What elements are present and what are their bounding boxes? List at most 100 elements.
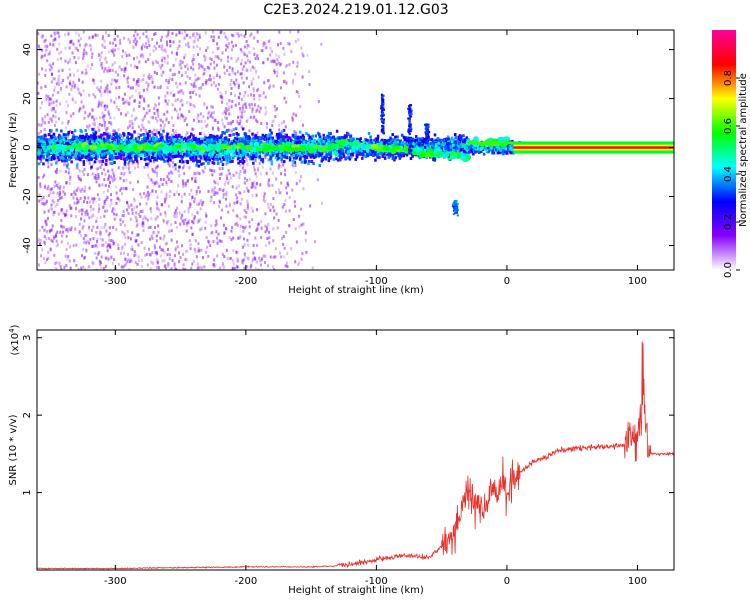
spectrogram-cell xyxy=(252,165,255,169)
spectrogram-cell xyxy=(240,112,243,116)
spectrogram-cell xyxy=(107,33,110,37)
spectrogram-cell xyxy=(44,121,47,125)
spectrogram-cell xyxy=(190,226,193,230)
spectrogram-cell xyxy=(130,114,133,118)
spectrogram-cell xyxy=(232,34,235,38)
spectrogram-cell xyxy=(217,232,220,236)
spectrogram-cell xyxy=(217,182,220,186)
spectrogram-cell xyxy=(259,259,262,263)
spectrogram-cell xyxy=(241,67,244,71)
spectrogram-cell xyxy=(227,172,230,176)
spectrogram-cell xyxy=(285,230,288,234)
spectrogram-cell xyxy=(64,170,67,174)
spectrogram-cell xyxy=(136,262,139,266)
spectrogram-cell xyxy=(126,77,129,81)
spectrogram-cell xyxy=(203,102,206,106)
spectrogram-cell xyxy=(312,162,315,166)
spectrogram-cell xyxy=(157,224,160,228)
spectrogram-cell xyxy=(220,134,223,138)
spectrogram-cell xyxy=(156,174,159,178)
spectrogram-cell xyxy=(155,158,158,162)
spectrogram-cell xyxy=(43,138,46,142)
spectrogram-cell xyxy=(46,59,49,63)
spectrogram-cell xyxy=(194,172,197,176)
spectrogram-cell xyxy=(136,80,139,84)
spectrogram-cell xyxy=(206,123,209,127)
spectrogram-cell xyxy=(135,233,138,237)
spectrogram-cell xyxy=(302,222,305,226)
spectrogram-cell xyxy=(128,124,131,128)
spectrogram-cell xyxy=(51,199,54,203)
spectrogram-cell xyxy=(260,226,263,230)
spectrogram-cell xyxy=(232,70,235,74)
spectrogram-cell xyxy=(97,210,100,214)
spectrogram-cell xyxy=(297,91,300,95)
spectrogram-cell xyxy=(189,202,192,206)
spectrogram-cell xyxy=(91,52,94,56)
spectrogram-cell xyxy=(368,152,371,156)
spectrogram-cell xyxy=(232,156,235,160)
spectrogram-cell xyxy=(134,253,137,257)
spectrogram-cell xyxy=(265,228,268,232)
spectrogram-cell xyxy=(248,60,251,64)
spectrogram-cell xyxy=(198,94,201,98)
spectrogram-cell xyxy=(451,146,455,150)
spectrogram-cell xyxy=(108,204,111,208)
spectrogram-cell xyxy=(222,267,225,270)
spectrogram-cell xyxy=(37,238,40,242)
spectrogram-cell xyxy=(111,78,114,82)
spectrogram-cell xyxy=(39,131,42,135)
spectrogram-cell xyxy=(52,43,55,47)
spectrogram-cell xyxy=(252,94,255,98)
spectrogram-cell xyxy=(192,103,195,107)
spectrogram-cell xyxy=(99,101,102,105)
spectrogram-cell xyxy=(195,85,198,89)
spectrogram-cell xyxy=(123,263,126,267)
spectrogram-cell xyxy=(183,119,186,123)
spectrogram-cell xyxy=(146,111,149,115)
spectrogram-cell xyxy=(78,109,81,113)
spectrogram-cell xyxy=(165,195,168,199)
spectrogram-cell xyxy=(58,83,61,87)
spectrogram-cell xyxy=(107,176,110,180)
spectrogram-cell xyxy=(120,247,123,251)
spectrogram-cell xyxy=(222,131,225,135)
spectrogram-cell xyxy=(217,120,220,124)
spectrogram-cell xyxy=(100,138,103,142)
spectrogram-cell xyxy=(112,153,115,157)
spectrogram-cell xyxy=(181,151,185,155)
spectrogram-cell xyxy=(138,91,141,95)
spectrogram-cell xyxy=(259,263,262,267)
spectrogram-cell xyxy=(256,181,259,185)
spectrogram-cell xyxy=(273,104,276,108)
spectrogram-cell xyxy=(73,155,76,159)
spectrogram-cell xyxy=(205,235,208,239)
spectrogram-cell xyxy=(68,259,71,263)
spectrogram-cell xyxy=(59,169,62,173)
spectrogram-cell xyxy=(126,253,129,257)
spectrogram-cell xyxy=(276,58,279,62)
spectrogram-cell xyxy=(217,268,220,270)
spectrogram-cell xyxy=(269,157,272,161)
spectrogram-cell xyxy=(192,134,195,138)
spectrogram-cell xyxy=(167,162,170,166)
spectrogram-cell xyxy=(239,119,242,123)
spectrogram-cell xyxy=(258,98,261,102)
spectrogram-cell xyxy=(78,43,81,47)
spectrogram-cell xyxy=(73,55,76,59)
spectrogram-cell xyxy=(325,155,328,159)
spectrogram-cell xyxy=(121,245,124,249)
spectrogram-cell xyxy=(212,127,215,131)
spectrogram-cell xyxy=(123,171,126,175)
spectrogram-cell xyxy=(246,178,249,182)
spectrogram-cell xyxy=(122,133,126,137)
spectrogram-cell xyxy=(234,153,238,157)
spectrogram-cell xyxy=(121,214,124,218)
spectrogram-cell xyxy=(58,74,61,78)
spectrogram-cell xyxy=(235,171,238,175)
spectrogram-cell xyxy=(50,207,53,211)
spectrogram-cell xyxy=(92,115,95,119)
spectrogram-cell xyxy=(267,158,270,162)
spectrogram-cell xyxy=(107,169,110,173)
spectrogram-cell xyxy=(44,68,47,72)
